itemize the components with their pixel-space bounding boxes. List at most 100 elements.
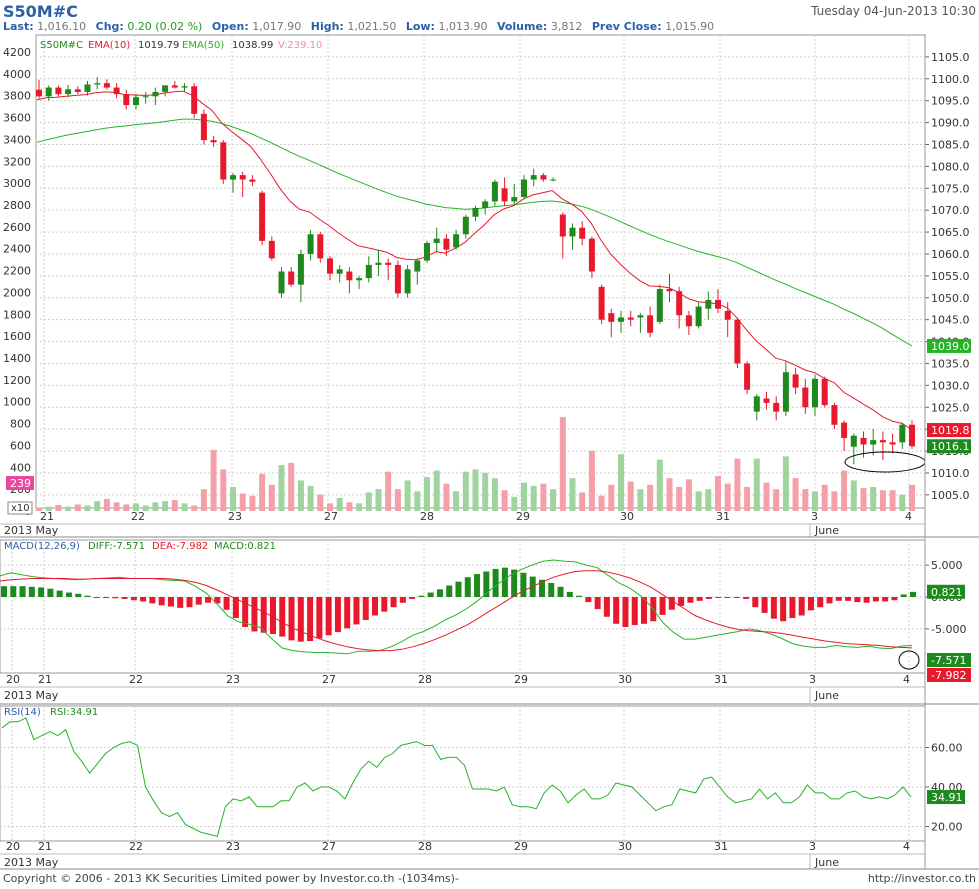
site-url[interactable]: http://investor.co.th xyxy=(867,872,976,885)
candle-body xyxy=(579,227,586,239)
candle-body xyxy=(453,234,460,248)
candle-body xyxy=(65,89,72,95)
volume-bar xyxy=(123,504,130,511)
stock-chart[interactable]: 1005.01010.01015.01020.01025.01030.01035… xyxy=(0,34,979,870)
date-label: 22 xyxy=(129,673,143,686)
price-tick-label: 1010.0 xyxy=(931,467,970,480)
macd-histogram-bar xyxy=(167,597,174,607)
macd-histogram-bar xyxy=(214,597,221,604)
volume-value: 3,812 xyxy=(550,20,583,33)
volume-tick-label: 2400 xyxy=(3,243,31,256)
volume-tick-label: 1600 xyxy=(3,330,31,343)
macd-histogram-bar xyxy=(807,597,814,611)
volume-label: Volume: xyxy=(496,20,548,33)
candle-body xyxy=(55,87,62,95)
month-label: June xyxy=(814,689,839,702)
volume-bar xyxy=(55,504,62,511)
macd-histogram-bar xyxy=(594,597,601,610)
date-label: 29 xyxy=(516,510,530,523)
candle-body xyxy=(889,442,896,445)
macd-histogram-bar xyxy=(409,597,416,599)
macd-value-legend: MACD:0.821 xyxy=(214,541,276,552)
price-tick-label: 1065.0 xyxy=(931,226,970,239)
macd-histogram-bar xyxy=(140,597,147,602)
macd-histogram-bar xyxy=(780,597,787,622)
volume-bar xyxy=(268,484,275,511)
macd-legend: MACD(12,26,9) DIFF:-7.571 DEA:-7.982 MACD:0… xyxy=(4,541,276,552)
price-tick-label: 1090.0 xyxy=(931,117,970,130)
date-label: 30 xyxy=(618,840,632,853)
rsi-tick-label: 60.00 xyxy=(931,742,963,755)
volume-bar xyxy=(540,483,547,511)
macd-diff-badge: -7.571 xyxy=(927,653,971,667)
volume-tick-label: 4200 xyxy=(3,46,31,59)
volume-bar xyxy=(656,459,663,511)
volume-badge: 239 xyxy=(6,476,34,490)
chg-label: Chg: xyxy=(95,20,124,33)
candle-body xyxy=(230,175,236,180)
high-label: High: xyxy=(310,20,344,33)
rsi-legend: RSI(14) RSI:34.91 xyxy=(4,707,98,718)
volume-bar xyxy=(278,465,285,511)
date-label: 21 xyxy=(38,840,52,853)
price-tick-label: 1050.0 xyxy=(931,292,970,305)
macd-histogram-bar xyxy=(436,589,443,597)
macd-histogram-bar xyxy=(103,597,110,598)
candle-body xyxy=(705,299,712,309)
macd-histogram-bar xyxy=(427,592,434,597)
candle-body xyxy=(831,405,838,425)
volume-bar xyxy=(346,502,353,511)
macd-histogram-bar xyxy=(205,597,212,603)
macd-histogram-bar xyxy=(186,597,193,608)
macd-dea-badge: -7.982 xyxy=(927,668,971,682)
macd-histogram-bar xyxy=(158,597,165,606)
candle-body xyxy=(297,253,304,285)
candle-body xyxy=(443,238,450,250)
volume-bar xyxy=(65,506,72,511)
macd-tick-label: 5.000 xyxy=(931,559,963,572)
candle-body xyxy=(414,260,421,272)
volume-bar xyxy=(724,483,731,511)
candle-body xyxy=(249,179,256,182)
macd-histogram-bar xyxy=(242,597,249,627)
date-label: 23 xyxy=(228,510,242,523)
date-label: 4 xyxy=(905,510,912,523)
legend-ema10-value: 1019.79 xyxy=(138,40,179,51)
volume-bar xyxy=(336,497,343,511)
macd-histogram-bar xyxy=(75,593,82,597)
low-value: 1,013.90 xyxy=(438,20,488,33)
candle-body xyxy=(782,372,789,412)
macd-dea-legend: DEA:-7.982 xyxy=(152,541,208,552)
candle-body xyxy=(288,271,295,285)
candle-body xyxy=(521,179,527,198)
macd-tick-label: -5.000 xyxy=(931,623,966,636)
ema10-line xyxy=(36,90,913,431)
macd-histogram-bar xyxy=(872,597,879,602)
volume-bar xyxy=(491,478,498,511)
volume-bar xyxy=(327,503,333,511)
volume-bar xyxy=(550,489,557,511)
date-label: 23 xyxy=(226,673,240,686)
macd-histogram-bar xyxy=(603,597,610,617)
macd-histogram-bar xyxy=(659,597,666,615)
candle-body xyxy=(540,175,547,180)
candle-body xyxy=(162,85,169,92)
volume-bar xyxy=(220,469,227,511)
candle-body xyxy=(773,402,780,412)
price-badge-box xyxy=(927,439,971,454)
macd-histogram-bar xyxy=(362,597,369,620)
symbol-title: S50M#C xyxy=(3,2,78,21)
macd-histogram-bar xyxy=(112,597,119,599)
candle-body xyxy=(909,424,915,447)
high-value: 1,021.50 xyxy=(347,20,397,33)
volume-bar xyxy=(317,494,324,511)
quote-header: S50M#C Tuesday 04-Jun-2013 10:30 Last: 1… xyxy=(0,0,979,34)
volume-bar xyxy=(259,473,266,511)
volume-tick-label: 2000 xyxy=(3,286,31,299)
candle-body xyxy=(424,243,430,261)
macd-histogram-bar xyxy=(724,597,731,598)
volume-bar xyxy=(753,458,760,511)
candle-body xyxy=(171,85,178,88)
volume-bar xyxy=(424,477,430,511)
candle-body xyxy=(608,313,615,322)
